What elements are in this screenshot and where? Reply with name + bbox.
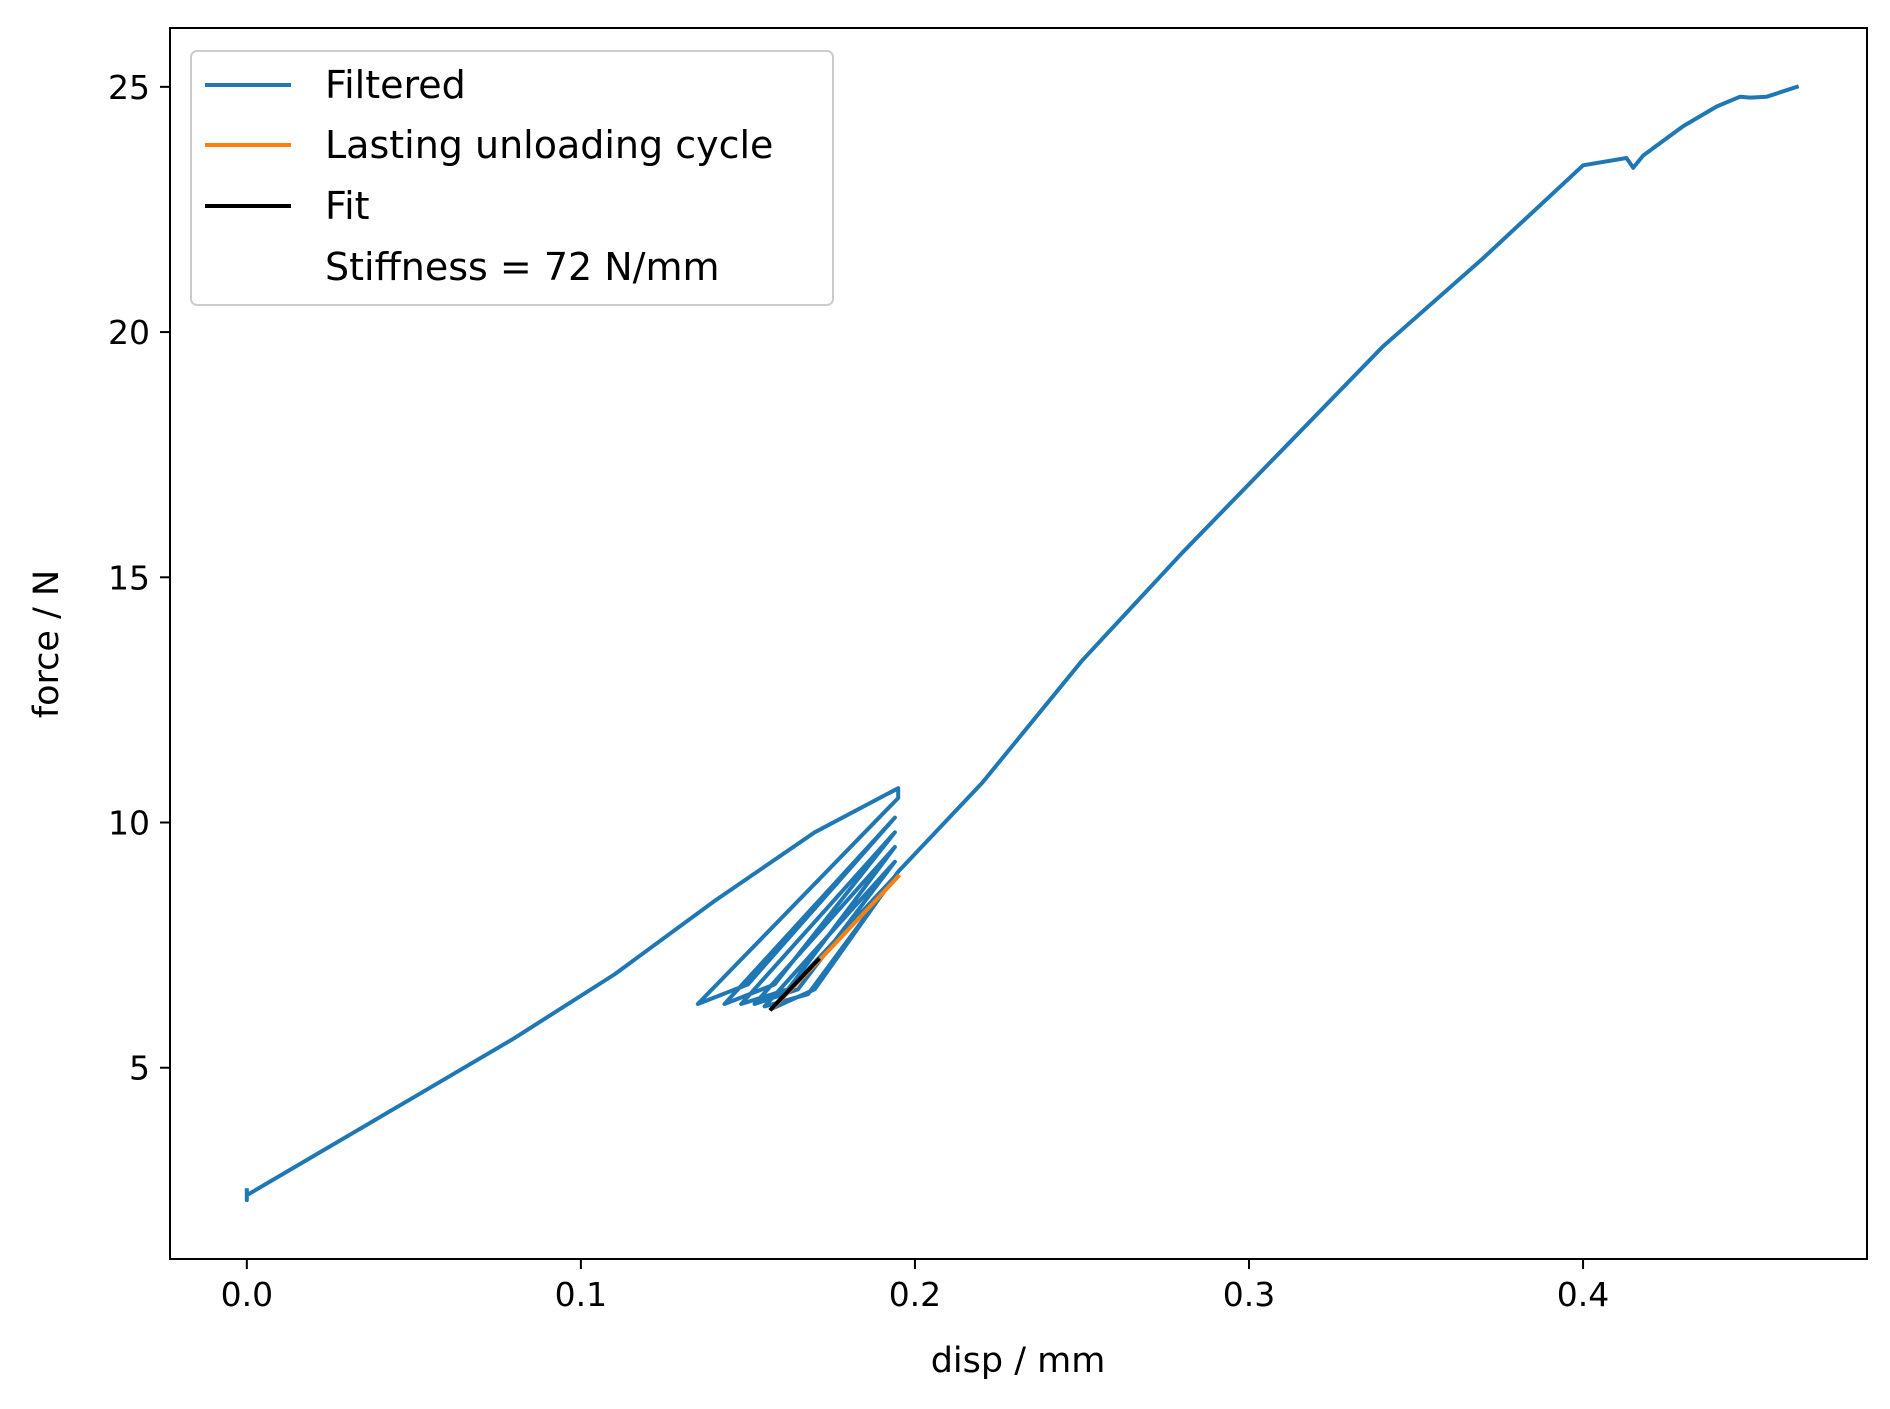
series-line-filtered <box>244 84 1800 1203</box>
x-axis-label: disp / mm <box>931 1341 1106 1381</box>
axis-ticks: 0.0 0.1 0.2 0.3 0.4 5 10 15 20 25 <box>108 68 1609 1314</box>
y-tick-label: 20 <box>108 313 150 352</box>
legend-label-filtered: Filtered <box>325 63 466 107</box>
legend-label-lasting-unloading-cycle: Lasting unloading cycle <box>325 123 773 167</box>
x-tick-label: 0.4 <box>1557 1275 1609 1314</box>
legend-label-fit: Fit <box>325 184 370 228</box>
x-tick-label: 0.0 <box>221 1275 273 1314</box>
plot-area <box>244 84 1800 1203</box>
legend-label-stiffness: Stiffness = 72 N/mm <box>325 245 720 289</box>
y-axis-label: force / N <box>27 570 67 718</box>
y-tick-label: 5 <box>129 1049 150 1088</box>
legend-box <box>190 50 834 306</box>
y-tick-label: 25 <box>108 68 150 107</box>
series-line-fit <box>768 956 821 1012</box>
legend: Filtered Lasting unloading cycle Fit Sti… <box>190 50 834 306</box>
x-tick-label: 0.2 <box>889 1275 941 1314</box>
x-tick-label: 0.1 <box>555 1275 607 1314</box>
y-tick-label: 15 <box>108 558 150 597</box>
y-tick-label: 10 <box>108 804 150 843</box>
x-tick-label: 0.3 <box>1223 1275 1275 1314</box>
axes-frame <box>169 27 1868 1260</box>
